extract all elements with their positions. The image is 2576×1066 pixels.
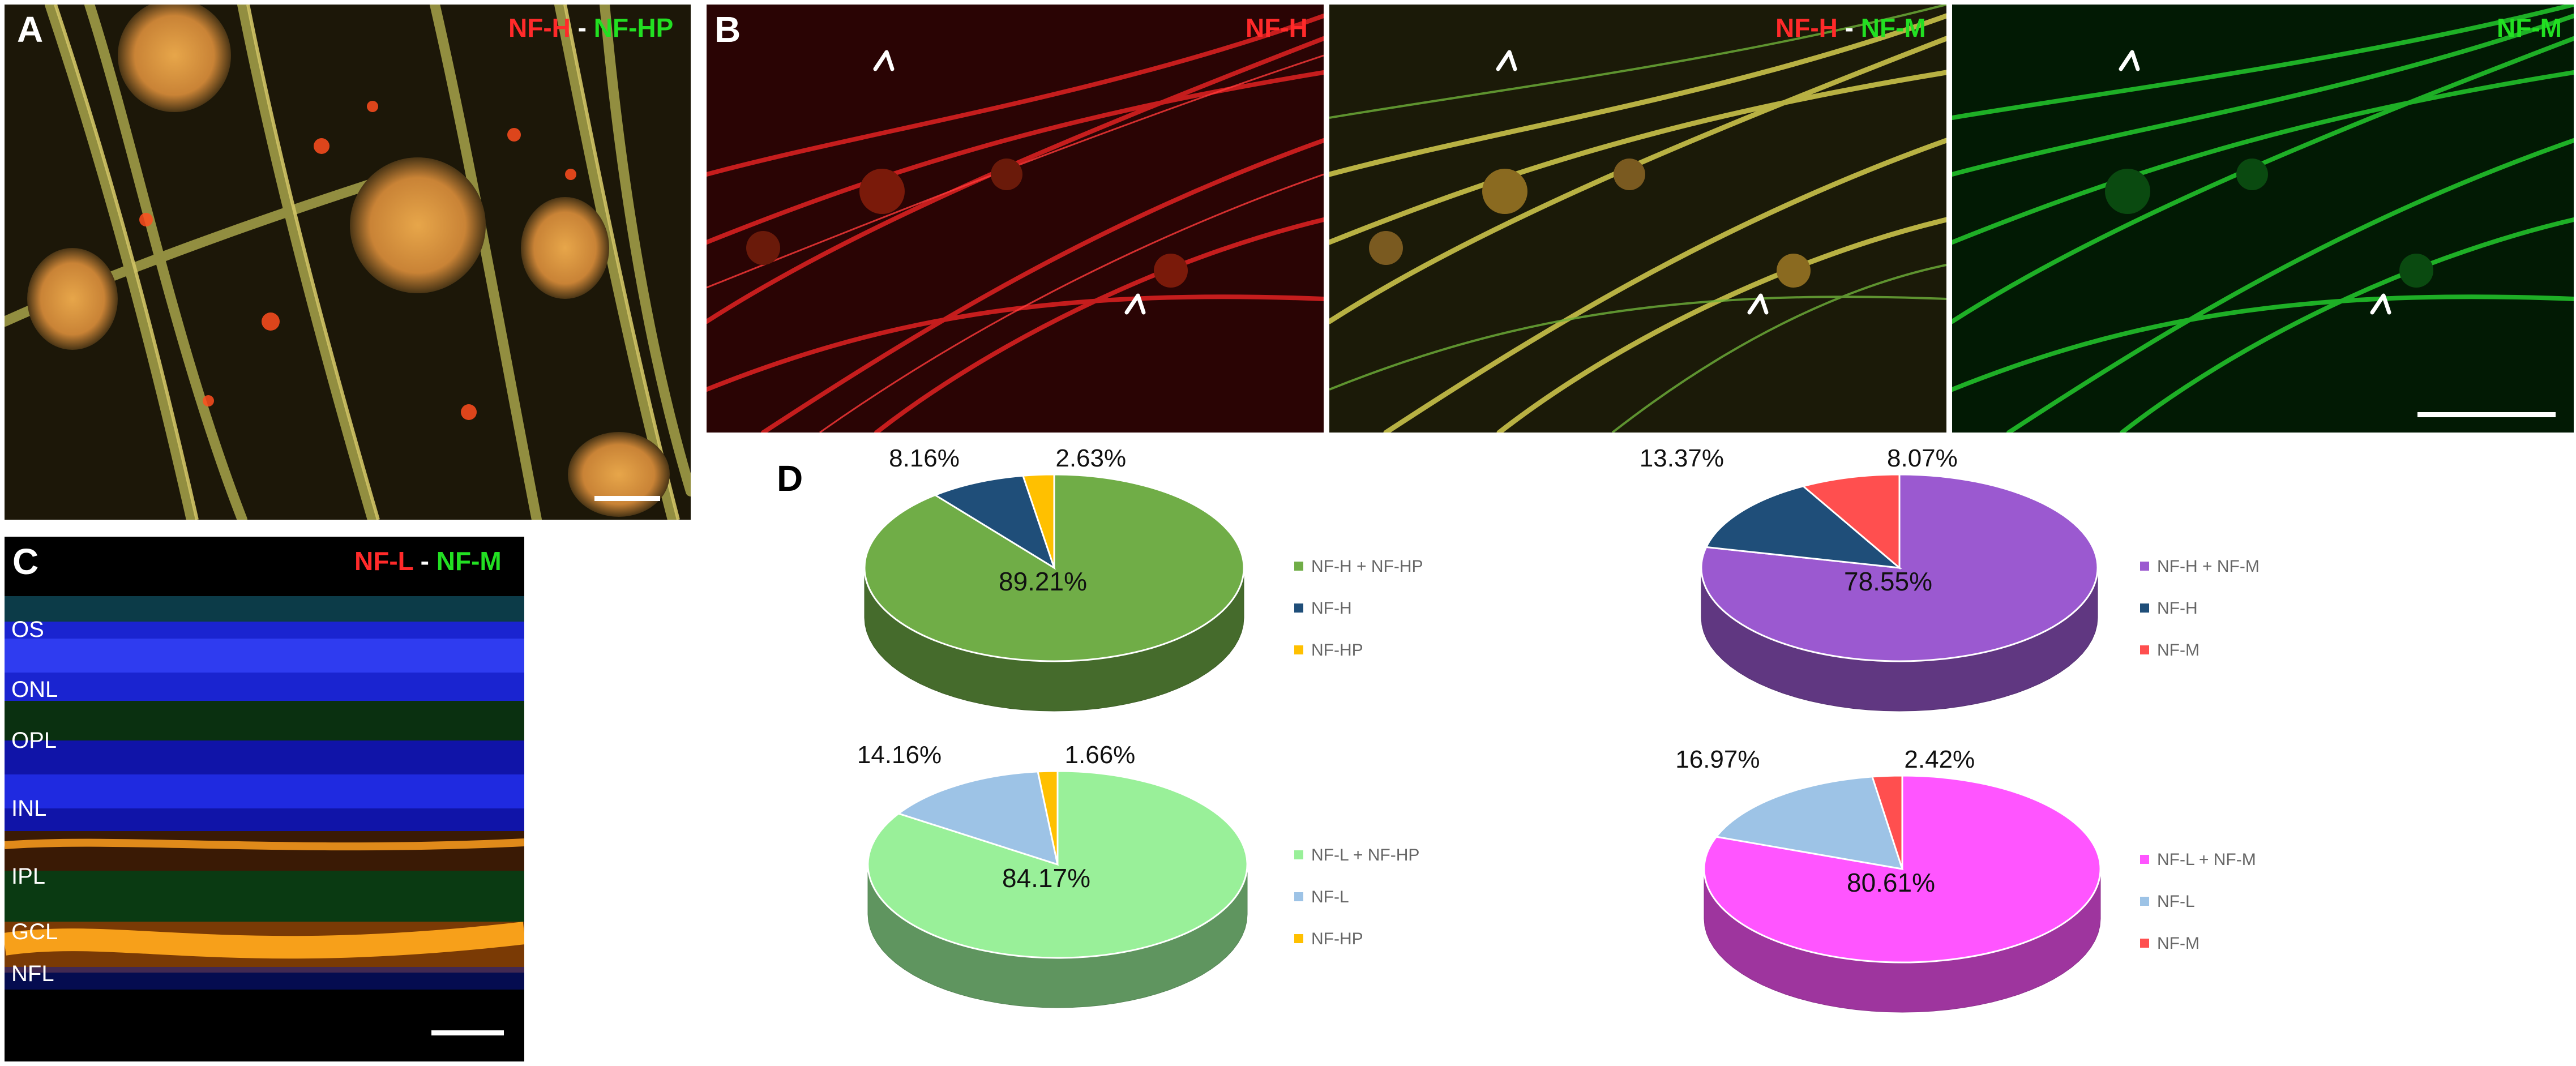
- legend-label: NF-L: [2157, 892, 2195, 911]
- layer-label-opl: OPL: [11, 728, 57, 753]
- legend-swatch: [1294, 562, 1303, 571]
- legend-swatch: [1294, 934, 1303, 944]
- pie-value-label: 1.66%: [1065, 741, 1136, 769]
- panel-c-title-nfm: NF-M: [436, 546, 502, 576]
- panel-b-merge-micrograph: [1329, 5, 1946, 433]
- legend-item: NF-HP: [1294, 930, 1363, 949]
- pie-value-label: 8.16%: [889, 444, 960, 472]
- layer-label-ipl: IPL: [11, 864, 46, 889]
- pie-chart-3: 84.17% 14.16% 1.66%: [857, 741, 1248, 1008]
- legend-item: NF-HP: [1294, 641, 1363, 660]
- pie-value-label: 84.17%: [1002, 863, 1090, 893]
- legend-label: NF-HP: [1311, 641, 1363, 660]
- pie-chart-4: 80.61% 16.97% 2.42%: [1675, 746, 2102, 1013]
- pie-chart-2: 78.55% 13.37% 8.07%: [1640, 444, 2099, 712]
- legend-label: NF-H: [1311, 599, 1352, 618]
- panel-c-title-separator: -: [413, 546, 437, 576]
- legend-swatch: [1294, 850, 1303, 860]
- legend-swatch: [2140, 855, 2149, 864]
- panel-a-letter: A: [17, 9, 44, 50]
- legend-swatch: [1294, 645, 1303, 655]
- panel-a-micrograph: [5, 5, 691, 520]
- legend-label: NF-M: [2157, 934, 2200, 953]
- legend-label: NF-L + NF-M: [2157, 850, 2256, 869]
- panel-c-letter: C: [12, 541, 39, 582]
- pie-rim: [1701, 474, 2098, 662]
- legend-label: NF-M: [2157, 641, 2200, 660]
- panel-b-nfh-micrograph: [707, 5, 1324, 433]
- panel-b-merge-title-nfm: NF-M: [1860, 13, 1926, 42]
- legend-swatch: [2140, 897, 2149, 906]
- panel-b-nfh-image: [707, 5, 1324, 433]
- panel-b-nfm-title: NF-M: [2497, 13, 2562, 42]
- panel-c-title-nfl: NF-L: [354, 546, 413, 576]
- layer-label-os: OS: [11, 617, 44, 642]
- legend-swatch: [2140, 603, 2149, 613]
- panel-b-nfh-title: NF-H: [1246, 13, 1308, 42]
- legend-item: NF-H + NF-M: [2140, 557, 2260, 576]
- pie-value-label: 13.37%: [1640, 444, 1724, 472]
- panel-a-scale-bar: [594, 496, 660, 501]
- pie-value-label: 89.21%: [999, 567, 1087, 596]
- legend-swatch: [1294, 892, 1303, 902]
- panel-b-nfm-image: [1952, 5, 2574, 433]
- panel-a-title-separator: -: [570, 13, 594, 42]
- legend-item: NF-L + NF-HP: [1294, 846, 1419, 865]
- panel-b-scale-bar: [2417, 412, 2556, 417]
- pie-rim: [867, 770, 1248, 958]
- legend-item: NF-M: [2140, 641, 2200, 660]
- legend-item: NF-L + NF-M: [2140, 850, 2256, 870]
- panel-b-merge-title-nfh: NF-H: [1775, 13, 1838, 42]
- legend-label: NF-H: [2157, 599, 2198, 618]
- legend-label: NF-H + NF-HP: [1311, 557, 1423, 576]
- panel-b-merge-title-separator: -: [1837, 13, 1861, 42]
- pie-value-label: 2.42%: [1904, 746, 1975, 773]
- legend-item: NF-H + NF-HP: [1294, 557, 1423, 576]
- panel-a-fluorescence-image: [5, 5, 691, 520]
- legend-label: NF-L: [1311, 888, 1349, 906]
- panel-c-scale-bar: [431, 1030, 504, 1035]
- panel-b-merge-image: [1329, 5, 1946, 433]
- panel-b-merge-title: NF-H - NF-M: [1775, 15, 1926, 41]
- legend-item: NF-L: [2140, 892, 2195, 911]
- panel-c-micrograph: [5, 537, 524, 1061]
- panel-a-title-nfhp: NF-HP: [593, 13, 674, 42]
- panel-d-letter: D: [777, 458, 803, 499]
- pie-rim: [1704, 775, 2101, 963]
- legend-swatch: [2140, 645, 2149, 655]
- layer-label-onl: ONL: [11, 677, 58, 702]
- legend-label: NF-HP: [1311, 930, 1363, 948]
- pie-value-label: 78.55%: [1844, 567, 1932, 596]
- panel-a-title-nfh: NF-H: [508, 13, 571, 42]
- pie-chart-1: 89.21% 8.16% 2.63%: [863, 444, 1245, 712]
- panel-b-nfm-micrograph: [1952, 5, 2574, 433]
- layer-label-gcl: GCL: [11, 919, 58, 944]
- pie-value-label: 2.63%: [1055, 444, 1126, 472]
- legend-item: NF-M: [2140, 934, 2200, 953]
- pie-rim: [864, 474, 1244, 662]
- legend-item: NF-H: [2140, 599, 2198, 618]
- panel-c-title: NF-L - NF-M: [354, 548, 502, 574]
- legend-item: NF-H: [1294, 599, 1352, 618]
- panel-b-letter: B: [714, 9, 741, 50]
- pie-value-label: 14.16%: [857, 741, 942, 769]
- panel-c-retina-section-image: [5, 537, 524, 1061]
- layer-label-inl: INL: [11, 796, 47, 821]
- legend-label: NF-H + NF-M: [2157, 557, 2260, 576]
- pie-value-label: 80.61%: [1847, 868, 1935, 897]
- legend-swatch: [1294, 603, 1303, 613]
- layer-label-nfl: NFL: [11, 961, 54, 986]
- legend-item: NF-L: [1294, 888, 1349, 907]
- pie-value-label: 8.07%: [1887, 444, 1958, 472]
- pie-value-label: 16.97%: [1675, 746, 1760, 773]
- panel-a-title: NF-H - NF-HP: [508, 15, 673, 41]
- legend-swatch: [2140, 939, 2149, 948]
- legend-label: NF-L + NF-HP: [1311, 846, 1420, 864]
- legend-swatch: [2140, 562, 2149, 571]
